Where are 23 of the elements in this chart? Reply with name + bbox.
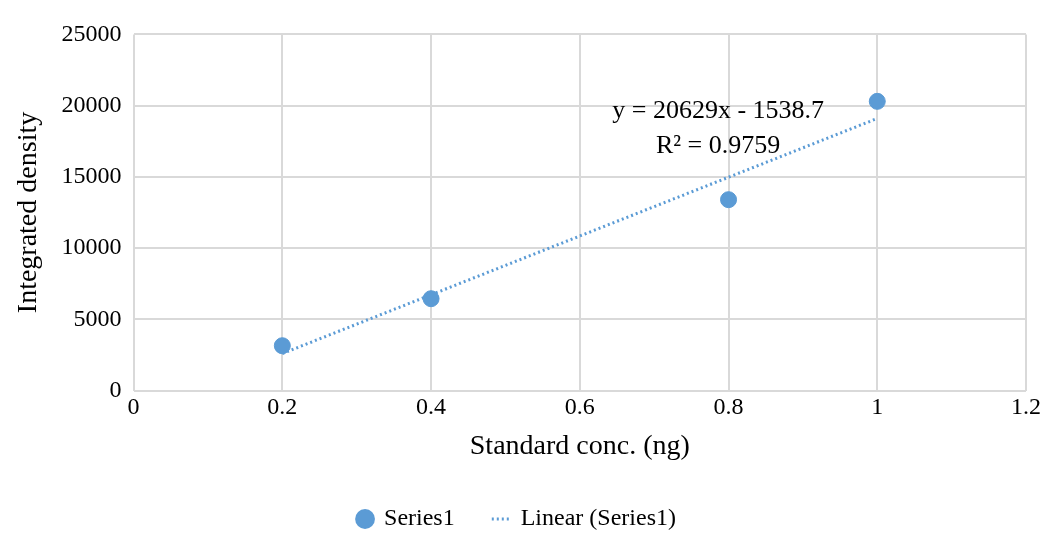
y-axis-title: Integrated density [11,111,43,314]
x-tick-label: 1.2 [1011,393,1041,420]
legend-label: Series1 [384,504,455,531]
x-tick-label: 0.4 [416,393,447,420]
y-tick-label: 25000 [61,19,122,46]
x-axis-title: Standard conc. (ng) [469,428,690,460]
y-tick-label: 10000 [61,233,122,260]
y-tick-label: 15000 [61,162,122,189]
x-tick-label: 1 [871,393,884,420]
x-tick-label: 0.8 [713,393,744,420]
y-tick-label: 0 [109,375,122,402]
point [868,92,886,110]
annotation: y = 20629x - 1538.7 [612,95,825,125]
point [422,290,440,308]
point [720,191,738,209]
point [273,337,291,355]
y-tick-label: 5000 [73,304,122,331]
x-tick-label: 0.2 [267,393,298,420]
legend-label: Linear (Series1) [520,504,676,531]
x-tick-label: 0 [127,393,140,420]
y-tick-label: 20000 [61,90,122,117]
x-tick-label: 0.6 [564,393,595,420]
annotation: R² = 0.9759 [655,130,781,160]
